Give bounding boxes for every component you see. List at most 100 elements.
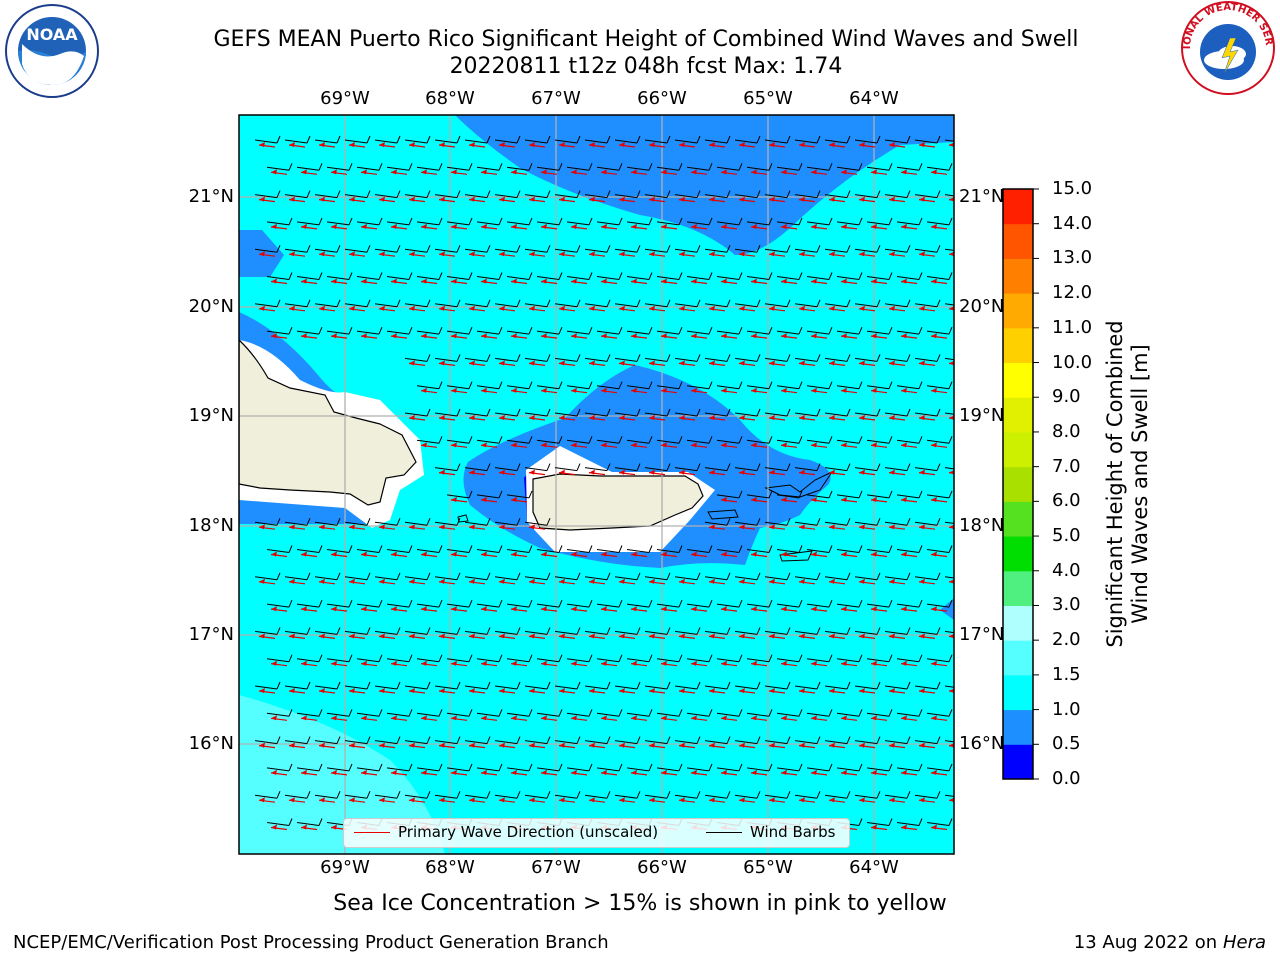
wave-arrowhead	[829, 305, 835, 311]
wind-barb	[746, 658, 770, 663]
wind-barb-flag	[498, 654, 503, 662]
wave-arrowhead	[949, 743, 954, 748]
wind-barb	[434, 630, 458, 635]
wave-arrowhead	[811, 169, 817, 175]
wave-arrowhead	[409, 305, 415, 311]
wind-barb-flag	[558, 326, 563, 335]
wave-arrowhead	[709, 415, 715, 420]
wave-arrowhead	[589, 688, 595, 693]
wave-arrowhead	[829, 524, 835, 530]
wind-barb-flag	[618, 545, 623, 553]
wind-barb-flag	[918, 490, 923, 499]
wind-barb	[914, 357, 938, 362]
wind-barb-flag	[378, 545, 383, 553]
legend-label-wind-barbs: Wind Barbs	[750, 823, 836, 841]
wind-barb-flag	[456, 463, 461, 471]
wind-barb-flag	[948, 709, 953, 717]
wave-arrowhead	[679, 415, 685, 420]
colorbar-segment	[1003, 466, 1033, 502]
wave-arrowhead	[601, 715, 607, 721]
wind-barb-flag	[888, 326, 893, 335]
wind-barb-flag	[438, 436, 443, 444]
wave-arrowhead	[709, 524, 715, 530]
wave-arrowhead	[799, 360, 805, 366]
wind-barb-flag	[306, 190, 311, 198]
wind-barb-flag	[816, 135, 821, 144]
wind-barb	[704, 139, 728, 144]
wind-barb	[494, 740, 518, 745]
wind-barb-flag	[876, 299, 881, 307]
wave-arrowhead	[511, 223, 517, 229]
wind-barb	[416, 767, 440, 772]
wind-barb	[566, 549, 590, 553]
wave-arrowhead	[361, 223, 367, 229]
wind-barb	[794, 521, 818, 526]
wind-barb-flag	[438, 326, 443, 335]
wind-barb-flag	[528, 490, 533, 499]
wave-arrowhead	[859, 251, 865, 257]
wind-barb	[746, 330, 770, 335]
wind-barb	[854, 139, 878, 144]
wind-barb	[536, 549, 560, 553]
wind-barb	[356, 767, 380, 772]
wind-barb	[266, 276, 290, 280]
wind-barb-flag	[528, 272, 533, 280]
lon-label-bottom: 64°W	[849, 857, 899, 878]
wave-arrowhead	[559, 469, 565, 475]
wave-arrowhead	[649, 360, 655, 366]
wave-arrowhead	[691, 551, 697, 557]
wave-arrowhead	[901, 169, 907, 175]
wind-barb-flag	[906, 463, 911, 471]
wave-arrowhead	[859, 360, 865, 366]
wind-barb-flag	[456, 190, 461, 198]
wind-barb-flag	[498, 545, 503, 553]
wind-barb-flag	[786, 572, 791, 580]
wave-arrowhead	[451, 387, 457, 393]
wave-arrowhead	[289, 742, 295, 748]
wind-barb-flag	[828, 272, 833, 280]
wind-barb	[596, 767, 620, 772]
wind-barb	[404, 576, 428, 581]
wind-barb	[836, 712, 860, 717]
wave-arrowhead	[889, 469, 895, 475]
wave-arrowhead	[811, 442, 817, 448]
wind-barb	[284, 794, 308, 799]
wave-arrowhead	[679, 688, 685, 693]
wave-arrowhead	[691, 169, 697, 175]
wind-barb-flag	[426, 190, 431, 198]
wind-barb	[896, 603, 920, 608]
wind-barb-flag	[306, 627, 311, 635]
wind-barb-flag	[276, 681, 281, 690]
wind-barb-flag	[906, 190, 911, 198]
wind-barb	[734, 467, 758, 472]
wind-barb	[776, 603, 800, 608]
wind-barb	[476, 658, 500, 663]
wind-barb	[884, 357, 908, 362]
wave-arrowhead	[871, 660, 877, 666]
wind-barb-flag	[876, 463, 881, 471]
wind-barb	[494, 303, 518, 308]
wind-barb-flag	[606, 791, 611, 799]
wind-barb	[536, 385, 560, 390]
wind-barb	[854, 303, 878, 308]
wind-barb	[536, 166, 560, 171]
wave-arrowhead	[571, 715, 577, 721]
wave-arrowhead	[679, 251, 685, 257]
colorbar-segment	[1003, 605, 1033, 641]
wind-barb	[884, 740, 908, 745]
wind-barb	[824, 303, 848, 308]
wind-barb-flag	[918, 326, 923, 335]
wind-barb-flag	[306, 299, 311, 307]
wind-barb	[524, 357, 548, 362]
wave-arrowhead	[319, 305, 325, 311]
colorbar-tick-label: 14.0	[1052, 212, 1093, 234]
wind-barb	[464, 740, 488, 745]
wind-barb-flag	[486, 736, 491, 744]
wind-barb-flag	[648, 326, 653, 335]
wave-arrowhead	[409, 578, 415, 584]
wave-arrowhead	[331, 606, 337, 612]
wind-barb	[794, 194, 818, 199]
wind-barb	[386, 276, 410, 280]
wind-barb	[764, 685, 788, 690]
wind-barb-flag	[456, 135, 461, 144]
